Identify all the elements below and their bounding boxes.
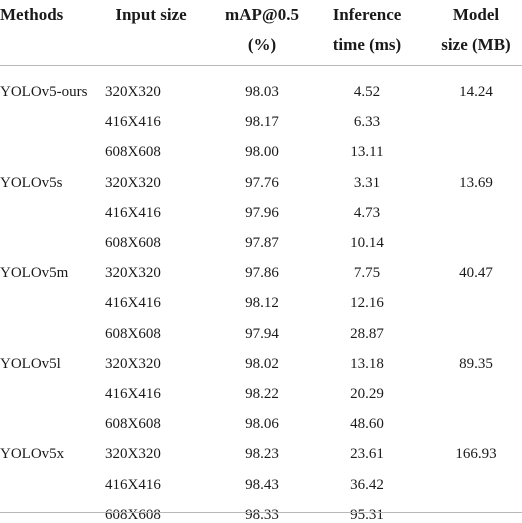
inference-time-cell: 10.14 — [350, 235, 384, 251]
map-cell: 98.06 — [245, 416, 279, 432]
header-time-line1: Inference — [332, 5, 402, 24]
model-size-cell: 14.24 — [459, 84, 493, 100]
model-size-cell: 166.93 — [455, 446, 497, 462]
input-size-cell: 608X608 — [105, 416, 161, 432]
input-size-cell: 320X320 — [105, 356, 161, 372]
input-size-cell: 608X608 — [105, 144, 161, 160]
input-size-cell: 608X608 — [105, 507, 161, 523]
input-size-cell: 416X416 — [105, 386, 161, 402]
input-size-cell: 320X320 — [105, 265, 161, 281]
map-cell: 98.33 — [245, 507, 279, 523]
map-cell: 98.17 — [245, 114, 279, 130]
map-cell: 98.12 — [245, 295, 279, 311]
header-methods: Methods — [0, 5, 64, 24]
input-size-cell: 416X416 — [105, 205, 161, 221]
header-size-line1: Model — [452, 5, 500, 24]
inference-time-cell: 95.31 — [350, 507, 384, 523]
inference-time-cell: 4.73 — [353, 205, 381, 221]
inference-time-cell: 36.42 — [350, 477, 384, 493]
map-cell: 98.00 — [245, 144, 279, 160]
header-rule — [0, 65, 522, 66]
header-time-line2: time (ms) — [332, 35, 402, 54]
header-size-line2: size (MB) — [441, 35, 511, 54]
map-cell: 97.87 — [245, 235, 279, 251]
map-cell: 97.94 — [245, 326, 279, 342]
map-cell: 98.02 — [245, 356, 279, 372]
header-input-size: Input size — [115, 5, 187, 24]
inference-time-cell: 48.60 — [350, 416, 384, 432]
inference-time-cell: 13.11 — [350, 144, 384, 160]
map-cell: 98.23 — [245, 446, 279, 462]
inference-time-cell: 6.33 — [353, 114, 381, 130]
inference-time-cell: 28.87 — [350, 326, 384, 342]
map-cell: 98.22 — [245, 386, 279, 402]
input-size-cell: 416X416 — [105, 295, 161, 311]
header-map-line1: mAP@0.5 — [225, 5, 299, 24]
map-cell: 97.96 — [245, 205, 279, 221]
bottom-rule — [0, 512, 522, 513]
inference-time-cell: 3.31 — [353, 175, 381, 191]
method-cell: YOLOv5-ours — [0, 84, 88, 100]
input-size-cell: 320X320 — [105, 84, 161, 100]
model-size-cell: 89.35 — [459, 356, 493, 372]
input-size-cell: 320X320 — [105, 446, 161, 462]
map-cell: 97.86 — [245, 265, 279, 281]
map-cell: 98.43 — [245, 477, 279, 493]
method-cell: YOLOv5s — [0, 175, 63, 191]
inference-time-cell: 23.61 — [350, 446, 384, 462]
input-size-cell: 416X416 — [105, 114, 161, 130]
input-size-cell: 320X320 — [105, 175, 161, 191]
input-size-cell: 608X608 — [105, 235, 161, 251]
inference-time-cell: 20.29 — [350, 386, 384, 402]
model-size-cell: 40.47 — [459, 265, 493, 281]
method-cell: YOLOv5l — [0, 356, 61, 372]
map-cell: 98.03 — [245, 84, 279, 100]
method-cell: YOLOv5x — [0, 446, 65, 462]
model-size-cell: 13.69 — [459, 175, 493, 191]
map-cell: 97.76 — [245, 175, 279, 191]
inference-time-cell: 7.75 — [353, 265, 381, 281]
inference-time-cell: 4.52 — [353, 84, 381, 100]
input-size-cell: 608X608 — [105, 326, 161, 342]
inference-time-cell: 13.18 — [350, 356, 384, 372]
input-size-cell: 416X416 — [105, 477, 161, 493]
header-map-line2: (%) — [247, 35, 277, 54]
method-cell: YOLOv5m — [0, 265, 69, 281]
inference-time-cell: 12.16 — [350, 295, 384, 311]
